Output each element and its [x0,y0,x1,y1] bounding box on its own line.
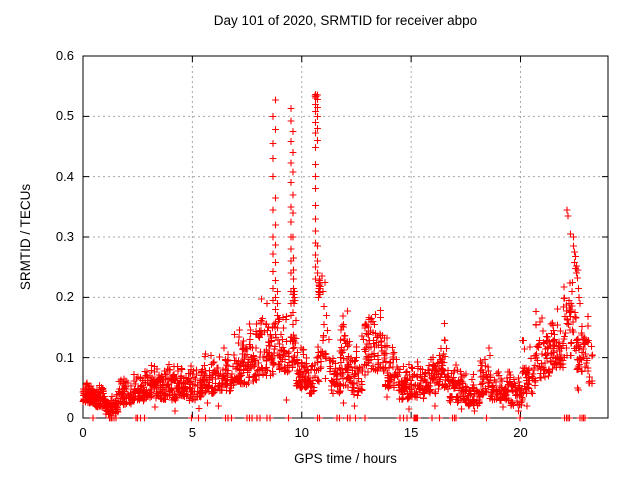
y-tick-label: 0.6 [55,48,74,63]
y-tick-label: 0.3 [55,229,74,244]
x-axis-label: GPS time / hours [294,451,397,466]
y-tick-label: 0 [66,410,74,425]
chart-title: Day 101 of 2020, SRMTID for receiver abp… [213,13,478,28]
y-tick-label: 0.4 [55,168,74,184]
y-tick-label: 0.5 [55,108,74,124]
x-tick-label: 10 [294,425,309,440]
x-tick-label: 15 [403,425,419,440]
y-tick-label: 0.1 [55,349,74,365]
x-tick-label: 5 [188,425,196,440]
y-tick-label: 0.2 [55,289,74,305]
grid-lines [83,56,608,418]
x-tick-label: 20 [513,425,528,440]
x-tick-label: 0 [79,425,87,440]
scatter-points [79,91,596,422]
